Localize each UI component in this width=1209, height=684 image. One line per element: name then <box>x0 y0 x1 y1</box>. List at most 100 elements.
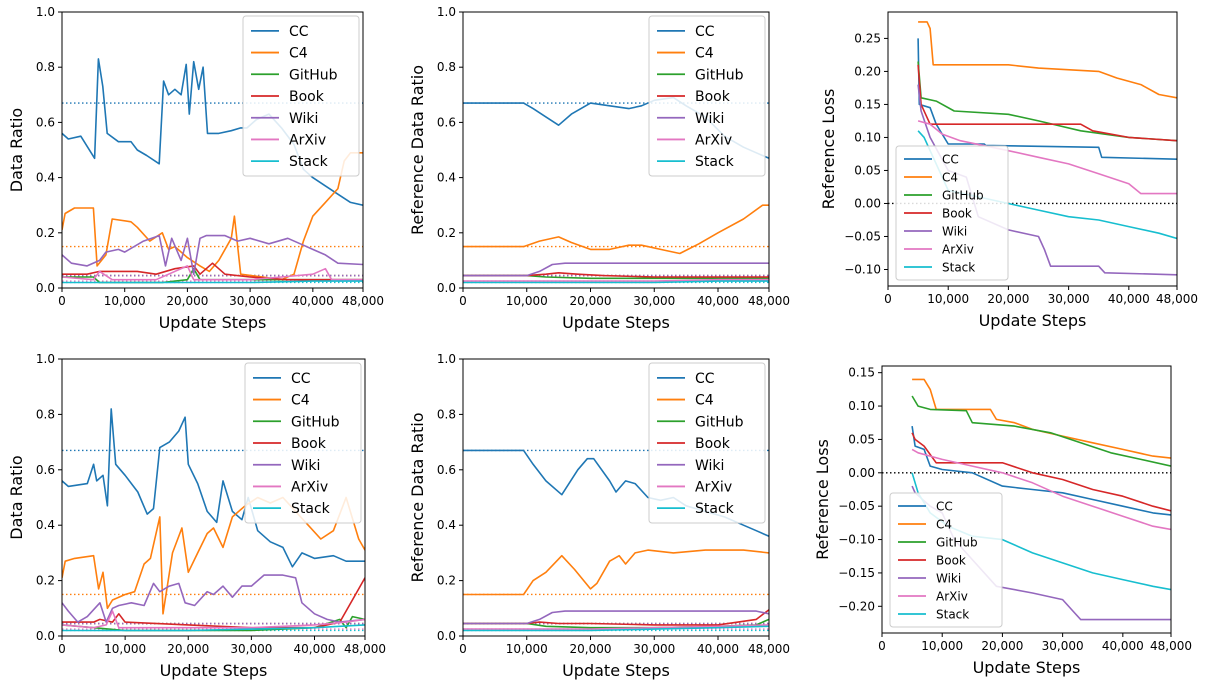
series-line-c4 <box>463 204 769 255</box>
y-tick-label: 0.4 <box>36 171 55 185</box>
legend: CC C4 GitHub Book Wiki ArXiv Stack <box>889 492 1003 628</box>
panel-4: 0 10,000 20,000 30,000 40,000 48,000 0.0 0.2 0.4… <box>7 352 386 680</box>
y-axis-label: Reference Loss <box>813 439 832 560</box>
series-line-book <box>62 262 363 281</box>
series-line-cc <box>917 38 1177 160</box>
x-tick-label: 48,000 <box>748 294 790 308</box>
x-tick-label: 40,000 <box>697 642 739 656</box>
x-axis-label: Update Steps <box>562 313 670 332</box>
y-axis-label: Reference Data Ratio <box>408 65 427 235</box>
y-axis-label: Reference Data Ratio <box>408 412 427 582</box>
legend-label-stack: Stack <box>942 260 975 274</box>
x-tick-label: 20,000 <box>570 642 612 656</box>
y-tick-label: 1.0 <box>437 352 456 366</box>
legend-label-wiki: Wiki <box>289 111 318 127</box>
x-tick-label: 48,000 <box>342 294 384 308</box>
y-tick-label: 0.05 <box>848 432 875 446</box>
y-tick-label: −0.20 <box>838 599 875 613</box>
series-line-book <box>911 432 1171 512</box>
x-tick-label: 0 <box>459 642 467 656</box>
series-line-arxiv <box>463 624 769 630</box>
x-tick-label: 20,000 <box>987 292 1029 306</box>
x-axis-label: Update Steps <box>159 313 267 332</box>
x-tick-label: 30,000 <box>230 642 272 656</box>
y-tick-label: 0.0 <box>437 629 456 643</box>
x-tick-label: 10,000 <box>104 294 146 308</box>
x-tick-label: 30,000 <box>1048 292 1090 306</box>
x-tick-label: 10,000 <box>506 642 548 656</box>
x-axis-label: Update Steps <box>979 311 1087 330</box>
legend-label-cc: CC <box>695 371 715 387</box>
panel-6: 0 10,000 20,000 30,000 40,000 48,000 −0.20 −0.1… <box>813 365 1192 677</box>
x-tick-label: 0 <box>58 294 66 308</box>
x-axis-label: Update Steps <box>160 661 268 680</box>
y-tick-label: 0.6 <box>36 115 55 129</box>
legend-label-stack: Stack <box>695 154 735 170</box>
series-line-book <box>62 577 365 629</box>
legend-label-github: GitHub <box>289 67 338 83</box>
legend: CC C4 GitHub Book Wiki ArXiv Stack <box>648 362 766 524</box>
y-tick-label: 0.00 <box>848 466 875 480</box>
x-axis-label: Update Steps <box>562 661 670 680</box>
legend-label-cc: CC <box>291 371 311 387</box>
panel-1: 0 10,000 20,000 30,000 40,000 48,000 0.0 0.2 0.4… <box>7 5 384 332</box>
y-axis-label: Data Ratio <box>7 108 26 192</box>
y-tick-label: 0.8 <box>437 60 456 74</box>
y-tick-label: 0.2 <box>437 226 456 240</box>
series-line-wiki <box>62 574 365 623</box>
series-line-cc <box>62 408 365 568</box>
axes-frame <box>61 11 364 289</box>
y-tick-label: 1.0 <box>437 5 456 19</box>
series-line-book <box>463 272 769 278</box>
y-tick-label: −0.05 <box>838 499 875 513</box>
axes-frame <box>881 365 1172 634</box>
x-tick-label: 0 <box>878 639 886 653</box>
legend-label-book: Book <box>695 89 731 105</box>
legend-label-c4: C4 <box>936 517 952 531</box>
legend-label-wiki: Wiki <box>942 224 967 238</box>
y-axis-label: Data Ratio <box>7 455 26 539</box>
series-line-arxiv <box>917 120 1177 195</box>
x-tick-label: 40,000 <box>294 642 336 656</box>
axes-frame <box>462 358 770 637</box>
y-tick-label: 0.00 <box>854 196 881 210</box>
x-axis-label: Update Steps <box>973 658 1081 677</box>
axes-frame <box>462 11 770 289</box>
legend-box <box>648 15 766 177</box>
x-tick-label: 40,000 <box>292 294 334 308</box>
legend-box <box>648 362 766 524</box>
series-line-cc <box>911 425 1171 516</box>
y-tick-label: 1.0 <box>36 5 55 19</box>
y-tick-label: 0.8 <box>437 407 456 421</box>
x-tick-label: 30,000 <box>633 642 675 656</box>
y-tick-label: 0.15 <box>848 366 875 380</box>
series-line-wiki <box>463 262 769 277</box>
y-axis-label: Reference Loss <box>819 89 838 210</box>
legend-label-arxiv: ArXiv <box>695 479 732 495</box>
legend-label-cc: CC <box>695 24 715 40</box>
legend-box <box>889 492 1003 628</box>
legend-label-wiki: Wiki <box>291 458 320 474</box>
y-tick-label: 0.15 <box>854 97 881 111</box>
series-line-stack <box>62 280 363 284</box>
legend-label-arxiv: ArXiv <box>695 132 732 148</box>
y-tick-label: −0.05 <box>844 229 881 243</box>
x-tick-label: 20,000 <box>166 294 208 308</box>
x-tick-label: 10,000 <box>927 292 969 306</box>
y-tick-label: 0.20 <box>854 64 881 78</box>
x-tick-label: 40,000 <box>697 294 739 308</box>
y-tick-label: 0.8 <box>36 407 55 421</box>
x-tick-label: 30,000 <box>1042 639 1084 653</box>
y-tick-label: 0.6 <box>36 463 55 477</box>
legend-label-cc: CC <box>936 499 953 513</box>
x-tick-label: 30,000 <box>633 294 675 308</box>
y-tick-label: 0.0 <box>36 629 55 643</box>
x-tick-label: 48,000 <box>748 642 790 656</box>
y-tick-label: 0.25 <box>854 31 881 45</box>
legend-label-c4: C4 <box>291 393 310 409</box>
y-tick-label: 0.2 <box>36 574 55 588</box>
legend-box <box>242 15 360 177</box>
y-tick-label: −0.10 <box>844 262 881 276</box>
legend-label-arxiv: ArXiv <box>289 132 326 148</box>
y-tick-label: 0.8 <box>36 60 55 74</box>
